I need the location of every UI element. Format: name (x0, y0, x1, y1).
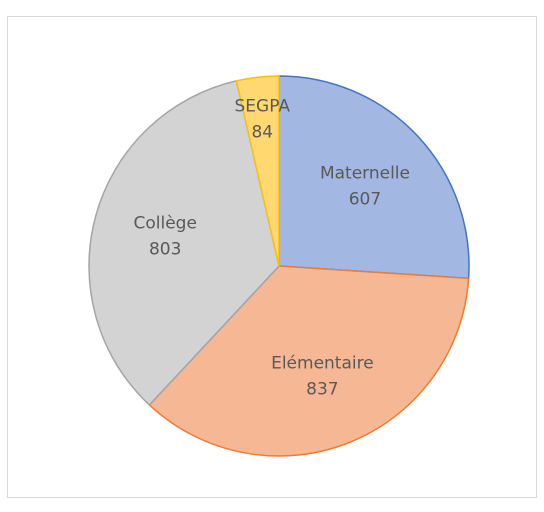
pie-slice (148, 265, 470, 457)
pie-slice (235, 75, 280, 267)
slice-label: SEGPA (235, 97, 291, 117)
pie-slice (88, 79, 280, 406)
pie-slice (278, 75, 470, 280)
slice-label: Maternelle (320, 163, 410, 183)
slice-label: Elémentaire (271, 354, 374, 374)
slice-value: 84 (251, 123, 273, 143)
slice-value: 607 (349, 189, 381, 209)
slice-value: 837 (306, 380, 338, 400)
slice-value: 803 (149, 239, 181, 259)
slice-label: Collège (134, 213, 197, 233)
